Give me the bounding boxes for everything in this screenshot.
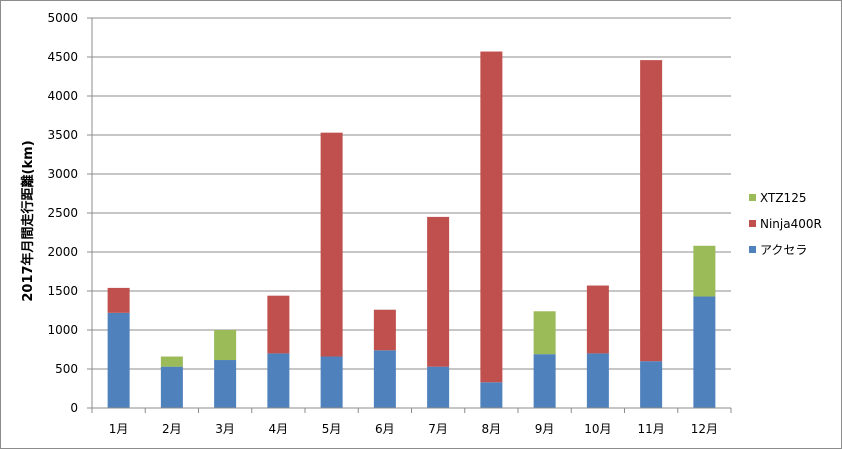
x-tick-label: 4月 (269, 422, 289, 436)
legend-swatch (749, 220, 756, 227)
bar-segment (373, 350, 396, 408)
x-tick-label: 10月 (584, 422, 611, 436)
bar-segment (107, 287, 130, 313)
legend-label: XTZ125 (760, 191, 806, 205)
y-tick-label: 3000 (47, 167, 78, 181)
x-tick-labels: 1月 2月 3月 4月 5月 6月 7月 8月 9月 10月 11月 12月 (109, 422, 718, 436)
bar-segment (427, 216, 450, 367)
x-tick-label: 1月 (109, 422, 129, 436)
bar-segment (427, 366, 450, 408)
bar-segment (480, 51, 503, 383)
x-tick-label: 5月 (322, 422, 342, 436)
legend-label: Ninja400R (760, 217, 822, 231)
x-tick-label: 9月 (535, 422, 555, 436)
bar-segment (214, 360, 237, 408)
x-tick-label: 11月 (637, 422, 664, 436)
y-tick-label: 4500 (47, 50, 78, 64)
x-tick-label: 7月 (428, 422, 448, 436)
axes (87, 17, 732, 413)
y-tick-labels: 0 500 1000 1500 2000 2500 3000 3500 4000 4500 5000 (47, 11, 78, 415)
y-tick-label: 3500 (47, 128, 78, 142)
x-tick-label: 6月 (375, 422, 395, 436)
y-tick-label: 1000 (47, 323, 78, 337)
legend-swatch (749, 194, 756, 201)
y-tick-label: 1500 (47, 284, 78, 298)
legend-swatch (749, 246, 756, 253)
bar-segment (267, 353, 290, 408)
y-tick-label: 0 (70, 401, 78, 415)
bar-segment (533, 311, 556, 355)
bar-segment (214, 330, 237, 361)
bar-segment (373, 309, 396, 351)
y-tick-label: 2500 (47, 206, 78, 220)
bar-segment (267, 295, 290, 354)
legend: アクセラ Ninja400R XTZ125 (749, 191, 822, 257)
x-tick-label: 8月 (482, 422, 502, 436)
bar-segment (107, 312, 130, 408)
y-axis-title: 2017年月間走行距離(km) (20, 140, 36, 301)
y-tick-label: 5000 (47, 11, 78, 25)
gridlines (92, 17, 731, 370)
bar-segment (693, 296, 716, 408)
bar-segment (160, 356, 183, 367)
x-tick-label: 12月 (691, 422, 718, 436)
bar-segment (640, 361, 663, 408)
bar-segment (480, 382, 503, 408)
bar-segment (160, 366, 183, 408)
bars (107, 51, 716, 408)
bar-segment (586, 353, 609, 408)
bar-segment (533, 354, 556, 408)
bar-segment (320, 356, 343, 408)
bar-segment (320, 132, 343, 357)
bar-segment (640, 60, 663, 362)
legend-label: アクセラ (760, 243, 807, 257)
y-tick-label: 500 (55, 362, 78, 376)
bar-segment (586, 285, 609, 354)
x-tick-label: 3月 (215, 422, 235, 436)
y-tick-label: 2000 (47, 245, 78, 259)
y-tick-label: 4000 (47, 89, 78, 103)
x-tick-label: 2月 (162, 422, 182, 436)
bar-segment (693, 245, 716, 297)
